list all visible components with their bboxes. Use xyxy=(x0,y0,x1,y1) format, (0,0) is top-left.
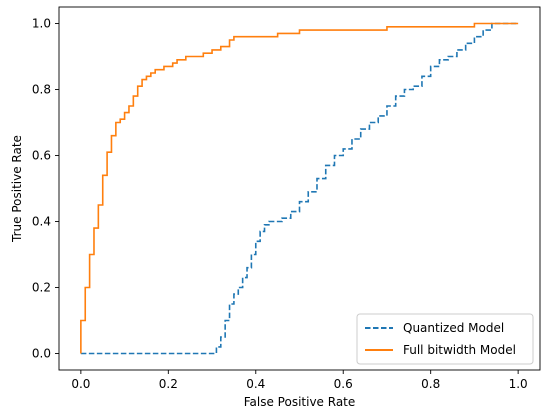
legend-box xyxy=(356,313,534,365)
y-tick-label: 0.6 xyxy=(32,149,51,163)
x-tick-label: 0.2 xyxy=(159,377,178,391)
y-tick-label: 0.8 xyxy=(32,83,51,97)
x-axis-ticks: 0.0 0.2 0.4 0.6 0.8 1.0 xyxy=(71,370,528,391)
y-tick-label: 0.0 xyxy=(32,347,51,361)
legend-label-quantized-model: Quantized Model xyxy=(403,321,504,335)
x-tick-label: 0.6 xyxy=(334,377,353,391)
x-tick-label: 0.8 xyxy=(421,377,440,391)
plot-lines xyxy=(80,22,519,355)
y-axis-title: True Positive Rate xyxy=(10,135,24,243)
legend-label-full-bitwidth-model: Full bitwidth Model xyxy=(403,343,516,357)
y-tick-label: 0.4 xyxy=(32,215,51,229)
series-line-quantized-model xyxy=(80,22,519,355)
x-tick-label: 0.4 xyxy=(246,377,265,391)
plot-frame xyxy=(58,6,541,371)
y-tick-label: 0.2 xyxy=(32,281,51,295)
x-tick-label: 0.0 xyxy=(71,377,90,391)
series-line-full-bitwidth-model xyxy=(80,22,519,354)
y-axis-ticks: 0.0 0.2 0.4 0.6 0.8 1.0 xyxy=(32,17,59,361)
x-axis-title: False Positive Rate xyxy=(244,395,356,409)
x-tick-label: 1.0 xyxy=(509,377,528,391)
y-tick-label: 1.0 xyxy=(32,17,51,31)
legend: Quantized Model Full bitwidth Model xyxy=(356,313,534,365)
